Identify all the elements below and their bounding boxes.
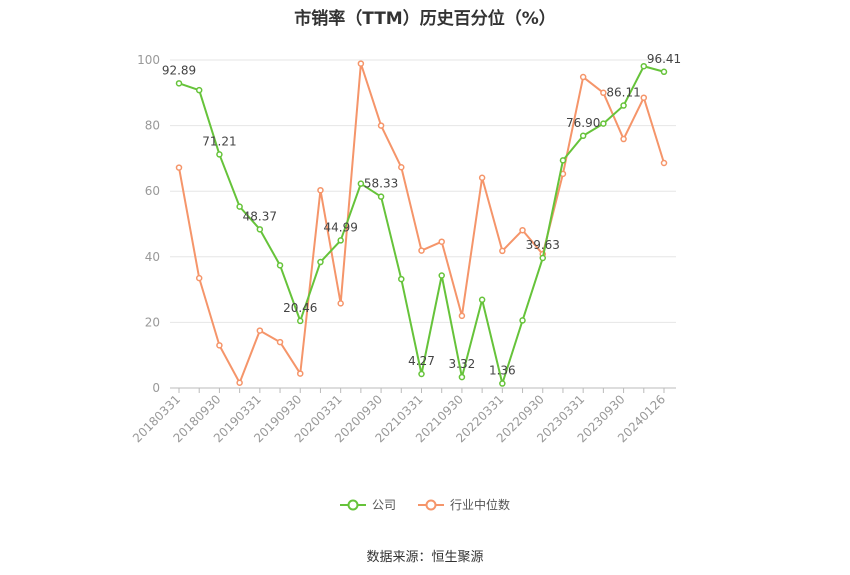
series-point-1 bbox=[499, 247, 506, 255]
series-point-1 bbox=[519, 226, 526, 234]
series-point-0 bbox=[276, 262, 284, 269]
series-point-0 bbox=[559, 157, 567, 164]
series-point-1 bbox=[357, 60, 365, 67]
legend-industry-label: 行业中位数 bbox=[450, 498, 511, 512]
legend-company-marker bbox=[339, 499, 366, 510]
data-label: 71.21 bbox=[202, 134, 236, 148]
data-label: 3.32 bbox=[449, 357, 476, 371]
series-point-1 bbox=[256, 327, 264, 334]
y-tick-label: 0 bbox=[152, 381, 160, 395]
series-point-0 bbox=[317, 258, 324, 266]
series-point-1 bbox=[478, 174, 486, 182]
series-point-1 bbox=[337, 300, 344, 307]
series-point-0 bbox=[438, 272, 445, 279]
data-label: 4.27 bbox=[408, 354, 435, 368]
series-lines bbox=[175, 60, 668, 387]
y-tick-label: 80 bbox=[145, 119, 160, 133]
grid-lines bbox=[170, 59, 676, 323]
y-tick-label: 20 bbox=[145, 315, 160, 329]
data-label: 44.99 bbox=[323, 220, 357, 234]
data-label: 86.11 bbox=[606, 86, 640, 100]
series-point-1 bbox=[418, 247, 425, 254]
series-point-0 bbox=[418, 370, 425, 378]
legend: 公司 行业中位数 bbox=[0, 496, 850, 513]
series-point-0 bbox=[216, 151, 223, 158]
series-point-0 bbox=[519, 317, 526, 324]
y-tick-label: 40 bbox=[145, 250, 160, 264]
series-point-1 bbox=[620, 135, 627, 143]
legend-item-company[interactable]: 公司 bbox=[339, 496, 396, 513]
y-tick-label: 100 bbox=[137, 53, 160, 67]
data-label: 48.37 bbox=[243, 209, 277, 223]
y-tick-label: 60 bbox=[145, 184, 160, 198]
axes: 0204060801002018033120180930201903312019… bbox=[130, 53, 676, 445]
series-point-0 bbox=[357, 180, 365, 187]
series-point-0 bbox=[478, 296, 486, 304]
series-point-0 bbox=[195, 86, 203, 94]
series-point-1 bbox=[216, 342, 223, 349]
series-point-0 bbox=[297, 317, 304, 325]
series-point-0 bbox=[600, 120, 607, 127]
data-label: 20.46 bbox=[283, 301, 317, 315]
series-point-0 bbox=[398, 275, 405, 283]
series-point-1 bbox=[236, 379, 243, 387]
data-labels: 92.89 71.21 48.37 20.46 44.99 58.33 4.27 3.32 1.… bbox=[162, 52, 681, 378]
data-label: 58.33 bbox=[364, 177, 398, 191]
series-point-1 bbox=[579, 73, 587, 81]
series-point-1 bbox=[458, 312, 466, 320]
series-point-1 bbox=[600, 89, 607, 97]
series-point-1 bbox=[276, 338, 284, 346]
data-label: 1.36 bbox=[489, 364, 516, 378]
series-point-0 bbox=[620, 102, 627, 109]
series-point-0 bbox=[499, 380, 506, 387]
series-point-1 bbox=[297, 370, 304, 377]
series-point-0 bbox=[377, 193, 385, 200]
series-point-1 bbox=[640, 94, 648, 101]
series-point-0 bbox=[337, 237, 344, 244]
data-label: 39.63 bbox=[526, 238, 560, 252]
series-point-1 bbox=[398, 164, 405, 171]
data-label: 92.89 bbox=[162, 63, 196, 77]
legend-company-label: 公司 bbox=[371, 498, 396, 512]
legend-industry-marker bbox=[418, 499, 444, 510]
series-point-1 bbox=[317, 186, 324, 194]
series-point-0 bbox=[539, 254, 546, 262]
series-point-0 bbox=[236, 203, 243, 210]
series-point-0 bbox=[640, 62, 648, 70]
data-label: 96.41 bbox=[647, 52, 681, 66]
series-point-0 bbox=[256, 226, 264, 233]
legend-item-industry-median[interactable]: 行业中位数 bbox=[418, 496, 510, 513]
series-point-0 bbox=[458, 373, 466, 381]
series-point-1 bbox=[377, 122, 385, 129]
series-line-0 bbox=[178, 65, 665, 385]
series-point-1 bbox=[660, 159, 668, 167]
series-point-1 bbox=[195, 274, 203, 282]
series-point-0 bbox=[579, 132, 587, 140]
chart-title: 市销率（TTM）历史百分位（%） bbox=[294, 9, 556, 29]
series-point-0 bbox=[660, 68, 668, 76]
source-note: 数据来源：恒生聚源 bbox=[366, 550, 484, 565]
data-label: 76.90 bbox=[566, 116, 600, 130]
series-point-0 bbox=[175, 80, 183, 87]
series-point-1 bbox=[175, 164, 183, 171]
series-point-1 bbox=[438, 238, 445, 245]
